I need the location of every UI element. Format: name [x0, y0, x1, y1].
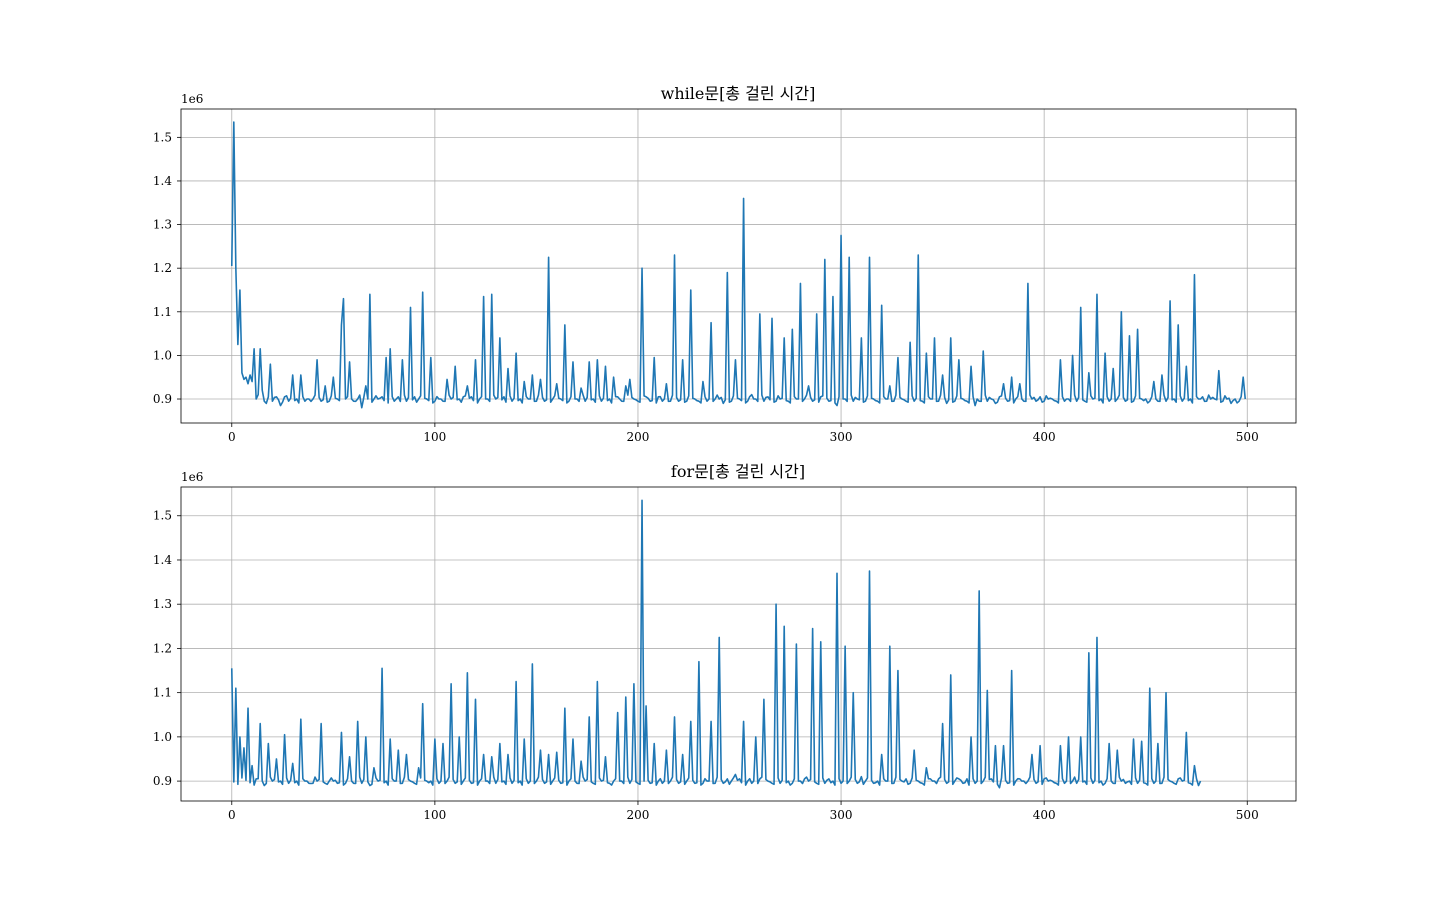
x-tick-label: 0 [228, 430, 236, 444]
y-tick-label: 1.0 [153, 348, 172, 362]
y-tick-label: 0.9 [153, 392, 172, 406]
x-tick-label: 100 [423, 808, 446, 822]
x-tick-label: 0 [228, 808, 236, 822]
x-tick-label: 100 [423, 430, 446, 444]
while-loop-chart: while문[총 걸린 시간] 1e6 0 100 200 300 400 500 0.9 1… [153, 84, 1297, 444]
x-tick-label: 500 [1236, 808, 1259, 822]
x-tick-label: 400 [1033, 808, 1056, 822]
plot-frame [180, 486, 1297, 802]
y-tick-label: 1.3 [153, 218, 172, 232]
x-tick-label: 200 [627, 430, 650, 444]
series-line [230, 499, 1202, 789]
y-offset-label: 1e6 [181, 470, 203, 484]
y-tick-label: 1.2 [153, 641, 172, 655]
y-tick-label: 1.5 [153, 509, 172, 523]
plot-frame [180, 108, 1297, 424]
axis-ticks: 0 100 200 300 400 500 0.9 1.0 1.1 1.2 1.3 1.4 1.5 [153, 130, 1259, 444]
series-path [230, 121, 1247, 409]
chart-title: while문[총 걸린 시간] [661, 84, 816, 103]
y-offset-label: 1e6 [181, 92, 203, 106]
y-tick-label: 1.4 [153, 553, 172, 567]
x-tick-label: 400 [1033, 430, 1056, 444]
x-tick-label: 300 [830, 808, 853, 822]
y-tick-label: 1.2 [153, 261, 172, 275]
y-tick-label: 0.9 [153, 774, 172, 788]
y-tick-label: 1.1 [153, 686, 172, 700]
series-line [230, 121, 1247, 409]
chart-title: for문[총 걸린 시간] [671, 462, 805, 481]
grid-lines [181, 109, 1296, 423]
y-tick-label: 1.5 [153, 130, 172, 144]
y-tick-label: 1.0 [153, 730, 172, 744]
axis-ticks: 0 100 200 300 400 500 0.9 1.0 1.1 1.2 1.3 1.4 1.5 [153, 509, 1259, 822]
grid-lines [181, 487, 1296, 801]
series-path [230, 499, 1202, 789]
x-tick-label: 200 [627, 808, 650, 822]
y-tick-label: 1.3 [153, 597, 172, 611]
x-tick-label: 500 [1236, 430, 1259, 444]
x-tick-label: 300 [830, 430, 853, 444]
for-loop-chart: for문[총 걸린 시간] 1e6 0 100 200 300 400 500 0.9 1.0… [153, 462, 1297, 822]
y-tick-label: 1.1 [153, 305, 172, 319]
y-tick-label: 1.4 [153, 174, 172, 188]
